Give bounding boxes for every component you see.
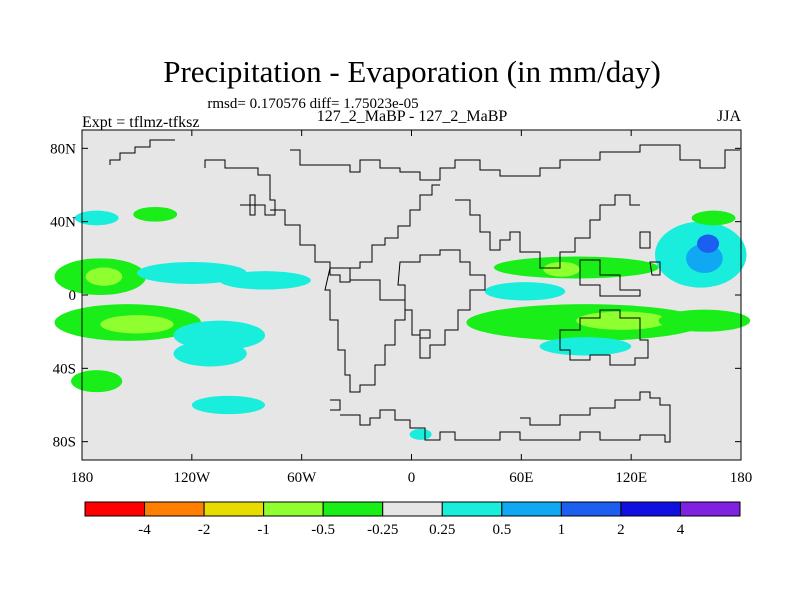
colorbar-label: 4 (677, 522, 685, 538)
anomaly-patch (74, 210, 119, 226)
anomaly-patch (136, 262, 247, 284)
colorbar-swatch (620, 501, 681, 517)
x-tick-label: 180 (730, 470, 753, 486)
colorbar-swatch (501, 501, 562, 517)
map-background (82, 130, 741, 460)
anomaly-patch (71, 370, 123, 393)
anomaly-patch (133, 207, 178, 222)
anomaly-patch (484, 282, 566, 301)
y-tick-label: 80S (53, 435, 76, 451)
anomaly-patch (173, 340, 247, 367)
x-tick-label: 60W (287, 470, 317, 486)
anomaly-patch (219, 271, 311, 290)
x-axis: 180 120W 60W 0 60E 120E 180 (71, 130, 753, 486)
anomaly-patch (409, 428, 432, 440)
colorbar-swatch (144, 501, 205, 517)
chart-subtitle-right: JJA (717, 108, 741, 125)
colorbar-label: 2 (617, 522, 625, 538)
colorbar-label: -0.5 (311, 522, 335, 538)
colorbar-swatch (560, 501, 622, 517)
coastline-outlines (109, 139, 740, 443)
colorbar-swatch (679, 501, 741, 517)
anomaly-patch (658, 309, 751, 332)
colorbar-swatch (263, 501, 324, 517)
colorbar-swatch (203, 501, 265, 517)
anomaly-patch (539, 337, 632, 356)
anomaly-layer (54, 207, 751, 440)
y-tick-label: 80N (50, 141, 76, 157)
x-tick-label: 180 (71, 470, 94, 486)
colorbar-label: -4 (138, 522, 151, 538)
x-tick-label: 120E (615, 470, 647, 486)
chart-title: Precipitation - Evaporation (in mm/day) (163, 54, 661, 89)
colorbar-label: 0.5 (492, 522, 511, 538)
map-plot-area: 80N 40N 0 40S 80S 180 120W 60W 0 60E 120E 180 (50, 129, 753, 486)
colorbar-label: 1 (558, 522, 566, 538)
x-tick-label: 120W (173, 470, 211, 486)
y-tick-label: 0 (69, 288, 77, 304)
y-tick-label: 40N (50, 215, 76, 231)
anomaly-patch (697, 234, 720, 253)
colorbar-swatch (441, 501, 503, 517)
colorbar-label: -1 (257, 522, 270, 538)
colorbar: -4 -2 -1 -0.5 -0.25 0.25 0.5 1 2 4 (84, 501, 741, 538)
anomaly-patch (85, 267, 123, 286)
chart-subtitle-left: Expt = tflmz-tfksz (82, 114, 199, 131)
anomaly-patch (691, 210, 736, 226)
colorbar-swatch (382, 501, 443, 517)
x-tick-label: 60E (509, 470, 533, 486)
x-tick-label: 0 (408, 470, 416, 486)
chart-stats: rmsd= 0.170576 diff= 1.75023e-05 (207, 96, 418, 112)
colorbar-label: -0.25 (367, 522, 398, 538)
colorbar-label: -2 (198, 522, 211, 538)
anomaly-patch (576, 311, 668, 330)
anomaly-patch (191, 395, 266, 415)
anomaly-patch (543, 262, 580, 277)
colorbar-swatch (322, 501, 384, 517)
colorbar-swatch (84, 501, 146, 517)
colorbar-label: 0.25 (429, 522, 455, 538)
chart-subtitle-center: 127_2_MaBP - 127_2_MaBP (317, 108, 508, 125)
y-tick-label: 40S (53, 361, 76, 377)
anomaly-patch (100, 315, 174, 334)
y-axis: 80N 40N 0 40S 80S (50, 141, 741, 451)
